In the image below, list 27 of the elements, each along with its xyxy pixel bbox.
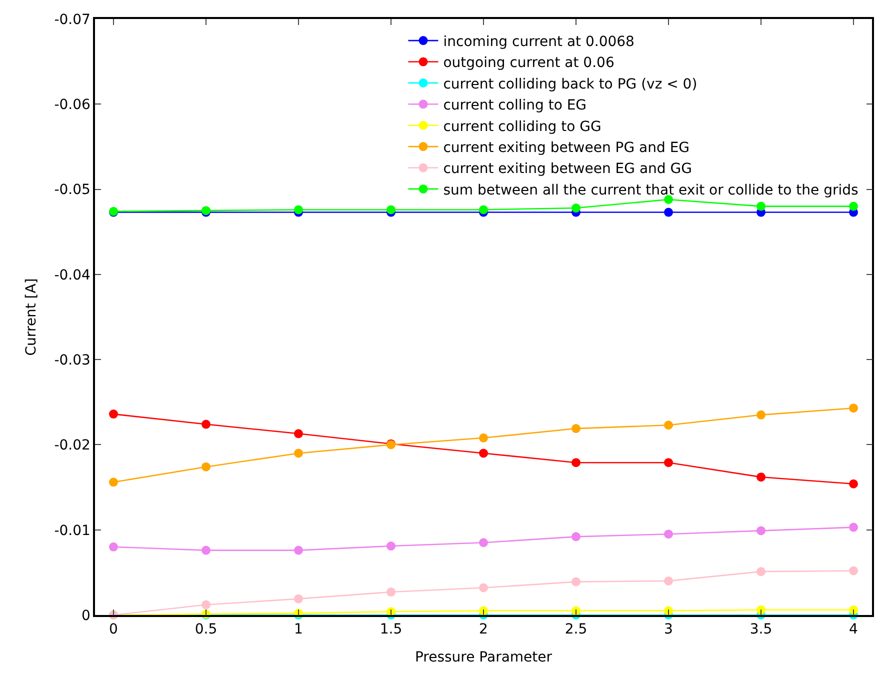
legend-label: outgoing current at 0.06: [443, 55, 614, 72]
x-tick-label: 3: [664, 622, 673, 638]
y-tick-label: -0.05: [54, 182, 90, 198]
x-tick-label: 1: [294, 622, 303, 638]
y-tick-label: -0.03: [54, 352, 90, 368]
y-tick-label: -0.02: [54, 438, 90, 454]
legend-label: current exiting between PG and EG: [443, 140, 690, 156]
y-tick-label: -0.04: [54, 267, 91, 284]
x-tick-label: 2: [479, 622, 488, 638]
y-tick-label: -0.06: [54, 97, 91, 114]
legend-label: current colliding to GG: [443, 118, 602, 135]
x-axis-title: Pressure Parameter: [414, 649, 552, 666]
x-tick-label: 1.5: [380, 622, 402, 638]
legend-label: current colling to EG: [443, 98, 587, 114]
x-tick-label: 3.5: [750, 622, 772, 638]
x-tick-label: 4: [849, 622, 858, 638]
y-tick-label: 0: [82, 608, 90, 624]
legend-label: incoming current at 0.0068: [443, 34, 634, 50]
legend-label: sum between all the current that exit or collide to the grids: [443, 182, 858, 198]
y-axis-title: Current [A]: [23, 278, 40, 356]
y-tick-label: -0.01: [54, 522, 90, 539]
x-tick-label: 0.5: [194, 622, 218, 638]
x-tick-label: 0: [109, 622, 118, 638]
x-tick-label: 2.5: [564, 622, 588, 638]
y-tick-label: -0.07: [54, 12, 90, 28]
legend-label: current colliding back to PG (vz < 0): [443, 76, 698, 92]
legend-label: current exiting between EG and GG: [443, 161, 692, 178]
